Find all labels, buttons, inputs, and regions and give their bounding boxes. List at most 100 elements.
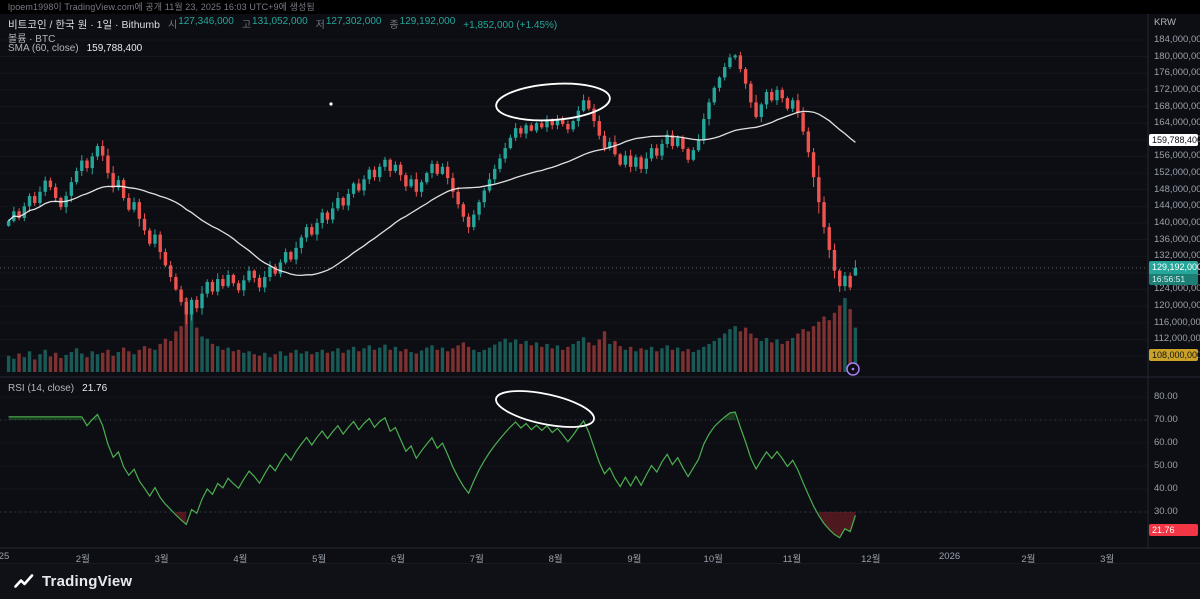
candle-body <box>513 128 518 138</box>
rsi-band-fill <box>175 512 187 525</box>
price-tick-label: 148,000,000 <box>1154 183 1200 195</box>
candle-body <box>634 157 638 167</box>
rsi-band-fill <box>724 412 736 420</box>
chart-canvas[interactable] <box>0 0 1200 563</box>
volume-bar <box>853 327 858 372</box>
candle-body <box>723 67 727 78</box>
candle-body <box>571 121 575 130</box>
ellipse-drawing-main[interactable] <box>495 80 611 124</box>
price-tick-label: 136,000,000 <box>1154 233 1200 245</box>
volume-bar <box>754 337 758 372</box>
candle-body <box>770 91 774 101</box>
attribution-text: lpoem1998이 TradingView.com에 공개 11월 23, 2… <box>8 2 315 12</box>
rsi-axis[interactable]: 80.00 70.00 60.00 50.00 40.00 30.00 <box>1148 377 1200 548</box>
candle-body <box>168 265 173 277</box>
ohlc-change: +1,852,000 (+1.45%) <box>463 20 558 31</box>
volume-bar <box>482 349 486 372</box>
volume-bar <box>325 352 330 372</box>
volume-bar <box>644 349 649 372</box>
volume-bar <box>278 351 283 372</box>
volume-bar <box>189 311 194 372</box>
rsi-tick-label: 50.00 <box>1154 460 1178 471</box>
candle-body <box>660 143 664 156</box>
candle-body <box>116 180 121 188</box>
candle-body <box>320 212 324 223</box>
volume-indicator-label[interactable]: 볼륨 · BTC <box>8 34 56 45</box>
candle-body <box>33 195 37 203</box>
volume-bar <box>273 354 277 372</box>
candle-body <box>780 89 784 99</box>
volume-bar <box>95 354 100 372</box>
volume-bar <box>215 346 220 372</box>
candle-body <box>529 125 534 131</box>
volume-bar <box>283 355 288 372</box>
candle-body <box>137 202 141 219</box>
volume-bar <box>367 345 371 372</box>
sma-price-badge[interactable]: 159,788,400 <box>1149 134 1200 147</box>
volume-bar <box>163 338 168 372</box>
sma-line[interactable] <box>8 110 856 277</box>
candle-body <box>388 159 392 171</box>
candle-body <box>127 197 131 210</box>
candle-body <box>508 137 513 149</box>
alert-price-badge[interactable]: 108,000,000 <box>1149 349 1200 362</box>
candle-body <box>592 108 596 122</box>
volume-bar <box>100 352 105 372</box>
volume-bar <box>487 347 492 372</box>
candle-body <box>560 118 565 124</box>
candle-body <box>801 112 805 132</box>
volume-bar <box>383 344 387 372</box>
time-tick-label: 5월 <box>312 554 327 565</box>
candle-body <box>639 157 643 169</box>
dot-drawing[interactable] <box>329 102 333 106</box>
volume-bar <box>628 346 633 372</box>
candle-body <box>655 148 659 156</box>
candle-body <box>294 247 298 260</box>
candle-body <box>252 270 256 278</box>
volume-bar <box>545 343 549 372</box>
volume-bar <box>759 340 764 372</box>
candle-body <box>712 87 716 103</box>
volume-bar <box>681 351 685 372</box>
volume-bar <box>540 346 544 372</box>
candle-body <box>587 100 591 109</box>
tradingview-wordmark[interactable]: TradingView <box>42 573 133 590</box>
time-axis[interactable]: 25 2월 3월 4월 5월 6월 7월 8월 9월 10월 11월 12월 2026 2월 3월 <box>0 548 1148 565</box>
rsi-indicator-label[interactable]: RSI (14, close) <box>8 383 75 394</box>
volume-bar <box>843 298 847 372</box>
candle-body <box>838 270 842 287</box>
candle-body <box>43 180 47 192</box>
rsi-tick-label: 40.00 <box>1154 483 1178 494</box>
volume-bar <box>733 326 737 372</box>
volume-bar <box>64 354 68 372</box>
candle-body <box>283 252 288 263</box>
rsi-line[interactable] <box>8 411 856 539</box>
sma-indicator-value: 159,788,400 <box>86 43 143 54</box>
volume-bar <box>440 347 445 372</box>
price-tick-label: 152,000,000 <box>1154 167 1200 179</box>
symbol-title[interactable]: 비트코인 / 한국 원 · 1일 · Bithumb <box>8 19 160 31</box>
volume-bar <box>503 338 507 372</box>
candle-body <box>289 252 293 260</box>
tradingview-logo-icon[interactable] <box>14 573 34 590</box>
volume-bar <box>775 339 779 372</box>
volume-bar <box>696 349 701 372</box>
price-axis[interactable]: 184,000,000 180,000,000 176,000,000 172,000… <box>1148 14 1200 377</box>
candle-body <box>440 166 445 174</box>
candle-body <box>796 100 800 113</box>
price-tick-label: 116,000,000 <box>1154 316 1200 328</box>
candle-body <box>106 155 110 174</box>
volume-bar <box>398 351 403 372</box>
rsi-value-badge[interactable]: 21.76 <box>1149 524 1198 537</box>
volume-bar <box>142 346 147 372</box>
sma-indicator-label[interactable]: SMA (60, close) <box>8 43 79 54</box>
volume-bar <box>524 340 528 372</box>
volume-bar <box>304 351 309 372</box>
candle-body <box>613 141 617 155</box>
volume-bar <box>200 336 204 372</box>
volume-bar <box>351 346 356 372</box>
last-price-badge[interactable]: 129,192,000 16:56:51 <box>1149 260 1200 285</box>
ellipse-drawing-rsi[interactable] <box>493 384 597 434</box>
volume-bar <box>404 349 408 372</box>
candle-body <box>80 160 84 171</box>
